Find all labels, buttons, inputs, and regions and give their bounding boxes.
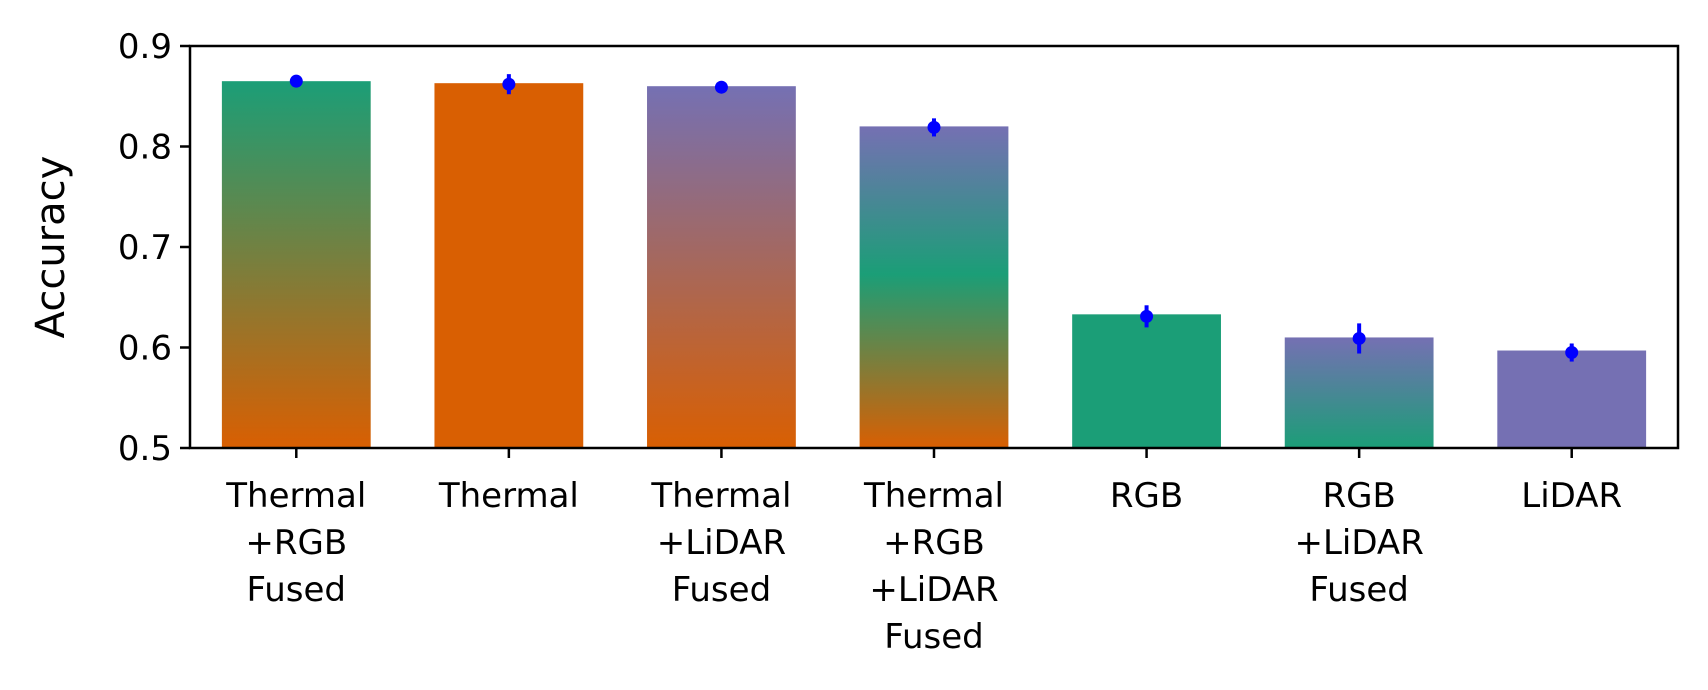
bar-2 — [647, 86, 796, 448]
bar-3 — [859, 126, 1009, 449]
bar-0 — [221, 81, 371, 449]
x-tick-label-4: RGB — [1110, 476, 1183, 516]
bar-5 — [1284, 337, 1434, 448]
x-tick-label-5: RGB +LiDAR Fused — [1294, 476, 1423, 610]
y-tick-label-2: 0.7 — [118, 228, 172, 268]
x-tick-label-0: Thermal +RGB Fused — [225, 476, 366, 610]
mean-marker-4 — [1140, 309, 1154, 323]
mean-marker-2 — [714, 80, 728, 94]
y-tick-label-0: 0.5 — [118, 429, 172, 469]
x-tick-label-1: Thermal — [438, 476, 579, 516]
x-tick-label-2: Thermal +LiDAR Fused — [650, 476, 791, 610]
y-axis-title: Accuracy — [28, 156, 74, 339]
y-tick-label-4: 0.9 — [118, 27, 172, 67]
mean-marker-1 — [502, 77, 516, 91]
bar-1 — [434, 83, 584, 448]
mean-marker-0 — [289, 74, 303, 88]
mean-marker-6 — [1565, 346, 1579, 360]
x-tick-label-6: LiDAR — [1521, 476, 1622, 516]
x-axis: Thermal +RGB Fused Thermal Thermal +LiDAR Fuse… — [225, 448, 1622, 657]
y-tick-label-3: 0.8 — [118, 128, 172, 168]
x-tick-label-3: Thermal +RGB +LiDAR Fused — [863, 476, 1004, 657]
y-axis: 0.5 0.6 0.7 0.8 0.9 — [118, 27, 190, 469]
error-bars-layer — [289, 74, 1579, 362]
mean-marker-3 — [927, 120, 941, 134]
mean-marker-5 — [1352, 331, 1366, 345]
y-tick-label-1: 0.6 — [118, 329, 172, 369]
bar-4 — [1072, 314, 1221, 448]
bar-6 — [1497, 350, 1647, 448]
bars-layer — [221, 81, 1647, 449]
